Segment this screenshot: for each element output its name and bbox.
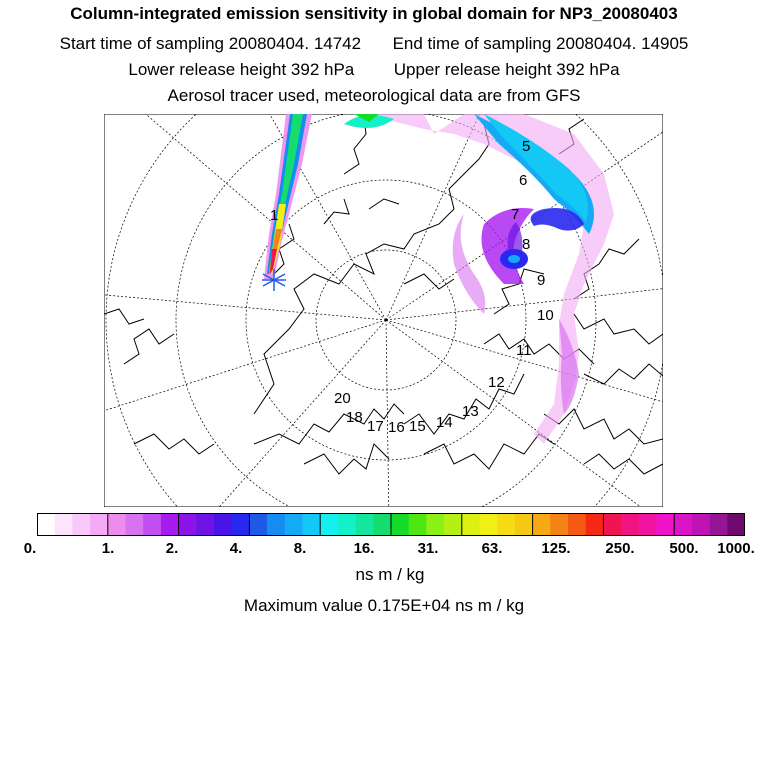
- colorbar-tick: 1.: [101, 540, 115, 557]
- colorbar-tick: 0.: [23, 540, 37, 557]
- colorbar-swatch: [373, 513, 392, 536]
- day-label: 6: [519, 172, 527, 189]
- colorbar-swatch: [302, 513, 321, 536]
- colorbar-swatch: [479, 513, 498, 536]
- colorbar-swatch: [426, 513, 445, 536]
- colorbar-tick: 63.: [481, 540, 503, 557]
- graticule: [104, 114, 663, 507]
- day-label: 8: [522, 236, 530, 253]
- day-label: 13: [462, 403, 479, 420]
- units-label: ns m / kg: [355, 565, 425, 584]
- day-label: 20: [334, 390, 351, 407]
- colorbar-tick: 16.: [353, 540, 375, 557]
- day-label: 18: [346, 409, 363, 426]
- colorbar-swatch: [568, 513, 586, 536]
- sampling-times: Start time of sampling 20080404. 14742 E…: [0, 34, 758, 54]
- colorbar-tick: 250.: [605, 540, 635, 557]
- colorbar-swatch: [585, 513, 604, 536]
- maximum-value: Maximum value 0.175E+04 ns m / kg: [243, 596, 525, 615]
- colorbar-swatch: [355, 513, 374, 536]
- colorbar-swatch: [267, 513, 286, 536]
- colorbar-swatch: [691, 513, 710, 536]
- plume-east: [344, 114, 614, 444]
- colorbar-swatch: [143, 513, 162, 536]
- day-label: 12: [488, 374, 505, 391]
- colorbar-swatch: [54, 513, 73, 536]
- tracer-info: Aerosol tracer used, meteorological data…: [167, 86, 581, 105]
- colorbar-swatch: [638, 513, 657, 536]
- end-time: End time of sampling 20080404. 14905: [392, 34, 689, 53]
- day-label: 11: [516, 342, 532, 359]
- day-label: 7: [511, 206, 519, 223]
- colorbar-swatch: [709, 513, 728, 536]
- colorbar-tick: 4.: [229, 540, 243, 557]
- colorbar-swatch: [72, 513, 91, 536]
- lower-release-height: Lower release height 392 hPa: [128, 60, 355, 79]
- colorbar-swatch: [337, 513, 356, 536]
- day-labels: 1 5 6 7 8 9 10 11 12 13 14 15 16 17 18 2…: [270, 138, 554, 436]
- colorbar-swatch: [727, 513, 745, 536]
- day-label: 14: [436, 414, 453, 431]
- colorbar-tick: 8.: [293, 540, 307, 557]
- colorbar-swatch: [107, 513, 126, 536]
- colorbar-swatch: [214, 513, 232, 536]
- colorbar-swatch: [178, 513, 197, 536]
- start-time: Start time of sampling 20080404. 14742: [59, 34, 362, 53]
- colorbar-swatch: [231, 513, 250, 536]
- day-label: 16: [388, 419, 405, 436]
- colorbar-swatch: [196, 513, 215, 536]
- colorbar-swatch: [320, 513, 339, 536]
- colorbar-swatch: [249, 513, 268, 536]
- colorbar-swatch: [674, 513, 693, 536]
- colorbar-swatch: [550, 513, 569, 536]
- colorbar-frame: [37, 513, 745, 536]
- colorbar-swatch: [461, 513, 480, 536]
- colorbar-swatch: [408, 513, 427, 536]
- colorbar-swatch: [284, 513, 303, 536]
- colorbar-tick: 1000.: [717, 540, 755, 557]
- colorbar-swatch: [444, 513, 463, 536]
- colorbar-swatch: [514, 513, 533, 536]
- day-label: 5: [522, 138, 530, 155]
- plot-title: Column-integrated emission sensitivity i…: [70, 4, 678, 23]
- day-label: 17: [367, 418, 384, 435]
- colorbar-tick: 500.: [669, 540, 699, 557]
- colorbar-swatch: [656, 513, 675, 536]
- day-label: 9: [537, 272, 545, 289]
- colorbar-tick: 2.: [165, 540, 179, 557]
- release-heights: Lower release height 392 hPa Upper relea…: [0, 60, 758, 80]
- colorbar-tick: 31.: [417, 540, 439, 557]
- colorbar-swatch: [532, 513, 551, 536]
- release-point-marker: [262, 269, 286, 291]
- colorbar-tick: 125.: [541, 540, 571, 557]
- colorbar-swatch: [621, 513, 640, 536]
- colorbar-swatch: [497, 513, 516, 536]
- colorbar-swatch: [603, 513, 622, 536]
- day-label: 1: [270, 207, 278, 224]
- polar-map: 1 5 6 7 8 9 10 11 12 13 14 15 16 17 18 2…: [104, 114, 663, 507]
- colorbar-swatch: [37, 513, 55, 536]
- colorbar: [37, 513, 745, 536]
- day-label: 15: [409, 418, 426, 435]
- colorbar-swatch: [160, 513, 179, 536]
- day-label: 10: [537, 307, 554, 324]
- plume-west: [264, 114, 312, 279]
- upper-release-height: Upper release height 392 hPa: [393, 60, 620, 79]
- colorbar-swatch: [125, 513, 144, 536]
- colorbar-swatch: [90, 513, 109, 536]
- colorbar-swatch: [391, 513, 409, 536]
